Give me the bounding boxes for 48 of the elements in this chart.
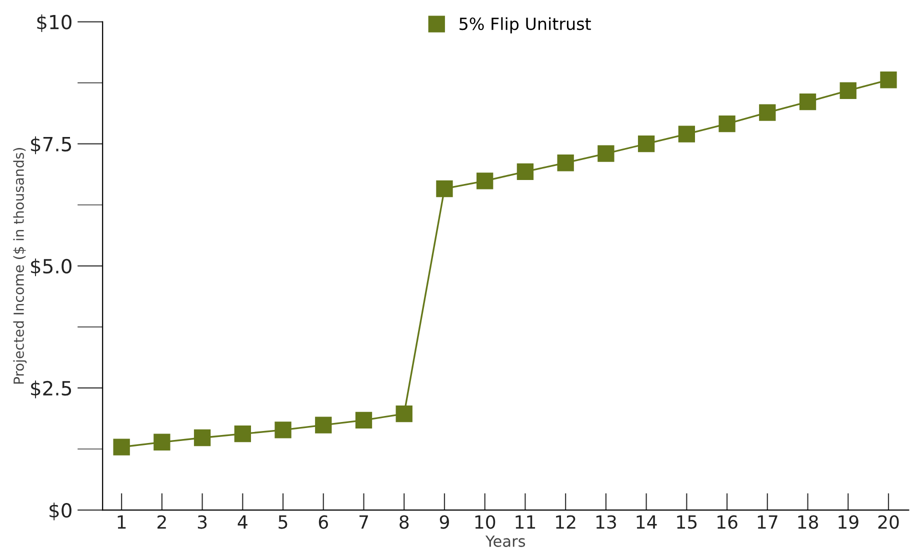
- point: [476, 172, 494, 190]
- point: [113, 438, 130, 456]
- point: [718, 115, 736, 132]
- x-tick-label: 3: [198, 515, 207, 529]
- point: [598, 145, 614, 162]
- x-axis-title: Years: [485, 536, 526, 547]
- x-tick-label: 5: [278, 515, 288, 529]
- x-tick-label: 14: [636, 515, 657, 529]
- point: [799, 94, 816, 110]
- y-tick-label: $10: [37, 14, 72, 32]
- x-tick-label: 16: [718, 515, 738, 529]
- x-tick-label: 17: [758, 515, 778, 529]
- point: [154, 434, 170, 450]
- point: [396, 405, 412, 422]
- x-tick-label: 15: [677, 515, 697, 529]
- x-tick-label: 11: [516, 515, 536, 529]
- y-axis-title: Projected Income ($ in thousands): [13, 148, 27, 384]
- x-tick-label: 13: [596, 515, 616, 529]
- x-tick-label: 9: [440, 515, 449, 529]
- x-tick-label: 8: [400, 515, 409, 529]
- point: [516, 163, 534, 180]
- x-tick-label: 4: [238, 515, 248, 529]
- point: [355, 412, 372, 429]
- x-tick-label: 6: [318, 515, 328, 529]
- point: [638, 135, 655, 152]
- point: [274, 422, 292, 438]
- y-tick-label: $5.0: [31, 258, 72, 276]
- point: [315, 416, 332, 434]
- x-tick-label: 1: [118, 515, 126, 529]
- x-tick-label: 10: [475, 515, 496, 529]
- point: [194, 429, 211, 446]
- x-tick-label: 2: [158, 515, 166, 529]
- x-tick-label: 7: [359, 515, 368, 529]
- y-tick-label: $2.5: [31, 380, 72, 398]
- legend-label: 5% Flip Unitrust: [460, 17, 591, 34]
- y-tick-label: $7.5: [31, 136, 72, 154]
- point: [880, 72, 897, 88]
- point: [678, 126, 695, 142]
- x-tick-label: 20: [878, 515, 899, 529]
- point: [436, 180, 453, 198]
- point: [759, 104, 776, 121]
- x-tick-label: 18: [798, 515, 818, 529]
- x-tick-label: 12: [556, 515, 576, 529]
- point: [234, 426, 251, 442]
- point: [557, 154, 574, 172]
- y-tick-label: $0: [50, 502, 72, 520]
- x-tick-label: 19: [838, 515, 858, 529]
- point: [840, 82, 856, 99]
